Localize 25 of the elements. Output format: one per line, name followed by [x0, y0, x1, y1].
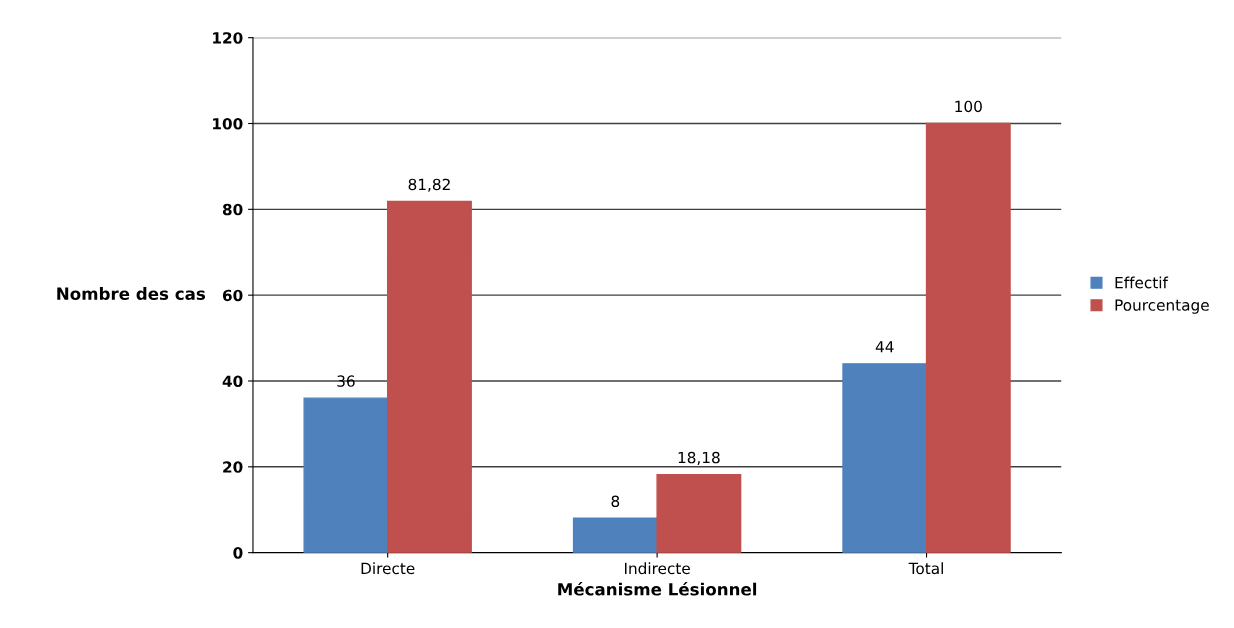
- data-label: 100: [955, 100, 982, 113]
- y-tick-label: 40: [222, 375, 243, 388]
- legend-label: Pourcentage: [1115, 299, 1209, 314]
- x-axis-title: Mécanisme Lésionnel: [558, 582, 757, 596]
- bar: [303, 397, 389, 553]
- y-tick-label: 80: [222, 203, 243, 216]
- y-tick-label: 100: [213, 117, 243, 130]
- bar: [572, 517, 658, 553]
- data-label: 8: [611, 495, 620, 508]
- bar: [656, 473, 742, 553]
- y-tick-label: 60: [222, 289, 243, 302]
- bar: [925, 122, 1011, 553]
- data-label: 18,18: [678, 451, 720, 465]
- data-label: 44: [875, 341, 894, 353]
- y-tick-label: 20: [223, 461, 243, 473]
- y-axis-title: Nombre des cas: [57, 287, 206, 300]
- y-tick-label: 120: [213, 32, 243, 44]
- legend-label: Effectif: [1115, 276, 1169, 289]
- x-tick-label: Indirecte: [624, 562, 690, 575]
- y-tick-label: 0: [233, 547, 243, 559]
- bar: [842, 363, 928, 553]
- x-tick-label: Total: [908, 562, 943, 575]
- data-label: 81,82: [408, 178, 450, 192]
- bar: [386, 200, 472, 553]
- x-tick-label: Directe: [361, 562, 415, 575]
